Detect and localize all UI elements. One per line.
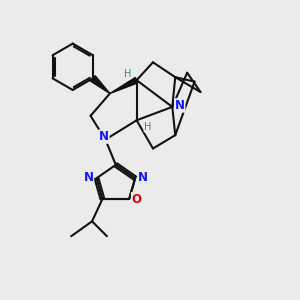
Text: O: O [132, 193, 142, 206]
Text: N: N [83, 171, 94, 184]
Polygon shape [90, 76, 110, 94]
Text: N: N [99, 130, 109, 143]
Text: H: H [124, 69, 131, 79]
Polygon shape [110, 77, 138, 94]
Text: N: N [138, 171, 148, 184]
Text: N: N [175, 99, 185, 112]
Text: H: H [144, 122, 152, 132]
